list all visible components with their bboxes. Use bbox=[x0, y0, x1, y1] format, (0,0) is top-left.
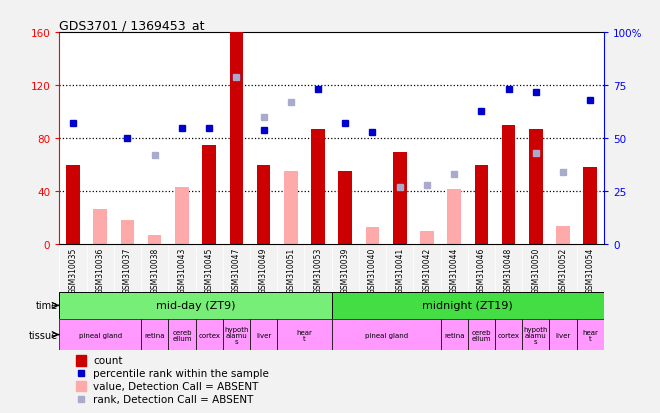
Text: GSM310049: GSM310049 bbox=[259, 247, 268, 293]
Text: retina: retina bbox=[444, 332, 465, 338]
Text: GDS3701 / 1369453_at: GDS3701 / 1369453_at bbox=[59, 19, 205, 32]
Text: GSM310035: GSM310035 bbox=[69, 247, 77, 293]
Text: tissue: tissue bbox=[29, 330, 58, 340]
Text: GSM310044: GSM310044 bbox=[449, 247, 459, 293]
Text: cereb
ellum: cereb ellum bbox=[172, 329, 191, 341]
Bar bbox=[94, 209, 107, 245]
Text: retina: retina bbox=[145, 332, 165, 338]
Bar bbox=[549, 319, 577, 351]
Bar bbox=[339, 172, 352, 245]
Bar bbox=[175, 188, 189, 245]
Text: value, Detection Call = ABSENT: value, Detection Call = ABSENT bbox=[93, 381, 259, 391]
Bar bbox=[148, 235, 162, 245]
Text: cortex: cortex bbox=[198, 332, 220, 338]
Bar bbox=[366, 228, 380, 245]
Bar bbox=[59, 292, 331, 319]
Text: GSM310039: GSM310039 bbox=[341, 247, 350, 293]
Bar bbox=[393, 152, 407, 245]
Bar bbox=[66, 165, 80, 245]
Text: hypoth
alamu
s: hypoth alamu s bbox=[523, 326, 548, 344]
Text: midnight (ZT19): midnight (ZT19) bbox=[422, 301, 513, 311]
Bar bbox=[230, 33, 243, 245]
Text: pineal gland: pineal gland bbox=[79, 332, 122, 338]
Bar bbox=[223, 319, 250, 351]
Text: GSM310041: GSM310041 bbox=[395, 247, 404, 293]
Text: percentile rank within the sample: percentile rank within the sample bbox=[93, 368, 269, 378]
Bar bbox=[468, 319, 495, 351]
Bar bbox=[141, 319, 168, 351]
Text: GSM310043: GSM310043 bbox=[178, 247, 186, 293]
Bar bbox=[277, 319, 331, 351]
Bar bbox=[556, 226, 570, 245]
Bar bbox=[312, 130, 325, 245]
Text: GSM310040: GSM310040 bbox=[368, 247, 377, 293]
Bar bbox=[250, 319, 277, 351]
Text: cereb
ellum: cereb ellum bbox=[472, 329, 491, 341]
Text: GSM310053: GSM310053 bbox=[314, 247, 323, 293]
Bar bbox=[522, 319, 549, 351]
Text: GSM310046: GSM310046 bbox=[477, 247, 486, 293]
Text: mid-day (ZT9): mid-day (ZT9) bbox=[156, 301, 235, 311]
Text: GSM310037: GSM310037 bbox=[123, 247, 132, 293]
Bar bbox=[331, 319, 441, 351]
Bar bbox=[502, 126, 515, 245]
Bar bbox=[76, 355, 86, 366]
Text: GSM310036: GSM310036 bbox=[96, 247, 105, 293]
Text: GSM310042: GSM310042 bbox=[422, 247, 432, 293]
Text: liver: liver bbox=[256, 332, 271, 338]
Text: pineal gland: pineal gland bbox=[364, 332, 408, 338]
Text: time: time bbox=[36, 301, 58, 311]
Bar bbox=[59, 319, 141, 351]
Text: liver: liver bbox=[556, 332, 571, 338]
Bar bbox=[203, 145, 216, 245]
Bar bbox=[76, 381, 86, 392]
Text: GSM310051: GSM310051 bbox=[286, 247, 295, 293]
Text: rank, Detection Call = ABSENT: rank, Detection Call = ABSENT bbox=[93, 394, 253, 404]
Bar bbox=[583, 168, 597, 245]
Bar bbox=[447, 189, 461, 245]
Bar bbox=[284, 172, 298, 245]
Bar bbox=[475, 165, 488, 245]
Text: GSM310045: GSM310045 bbox=[205, 247, 214, 293]
Text: GSM310054: GSM310054 bbox=[586, 247, 595, 293]
Bar bbox=[121, 221, 134, 245]
Bar bbox=[257, 165, 271, 245]
Text: hypoth
alamu
s: hypoth alamu s bbox=[224, 326, 249, 344]
Bar bbox=[331, 292, 604, 319]
Bar bbox=[441, 319, 468, 351]
Text: GSM310038: GSM310038 bbox=[150, 247, 159, 293]
Text: cortex: cortex bbox=[498, 332, 519, 338]
Text: count: count bbox=[93, 356, 123, 366]
Text: hear
t: hear t bbox=[582, 329, 598, 341]
Text: hear
t: hear t bbox=[296, 329, 312, 341]
Bar bbox=[495, 319, 522, 351]
Bar bbox=[420, 232, 434, 245]
Bar bbox=[529, 130, 543, 245]
Text: GSM310048: GSM310048 bbox=[504, 247, 513, 293]
Text: GSM310047: GSM310047 bbox=[232, 247, 241, 293]
Bar bbox=[577, 319, 604, 351]
Text: GSM310052: GSM310052 bbox=[558, 247, 568, 293]
Text: GSM310050: GSM310050 bbox=[531, 247, 541, 293]
Bar bbox=[168, 319, 195, 351]
Bar bbox=[195, 319, 223, 351]
